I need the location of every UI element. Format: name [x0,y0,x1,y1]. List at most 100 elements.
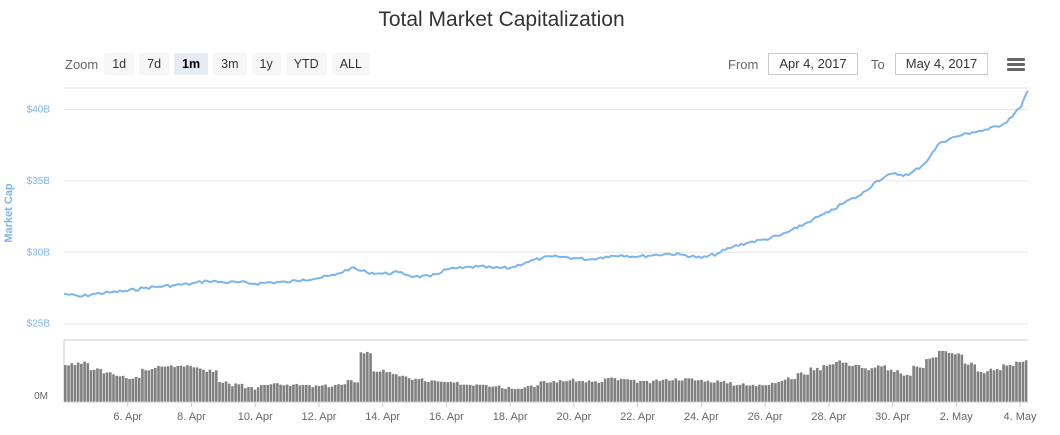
volume-bar [555,382,559,402]
volume-bar [128,378,131,402]
volume-bar [828,364,832,402]
zoom-button-1m[interactable]: 1m [174,53,209,75]
volume-bar [893,371,896,402]
volume-bar [243,388,247,402]
volume-bar [276,383,279,402]
volume-bar [751,384,755,402]
volume-bar [510,388,514,402]
volume-bar [597,382,601,402]
x-tick-label: 24. Apr [684,411,719,423]
zoom-button-1y[interactable]: 1y [251,53,281,75]
volume-bar [195,367,199,402]
volume-bar [758,384,761,402]
volume-bar [218,382,221,402]
y-tick-label: $35B [27,176,51,187]
zoom-button-1d[interactable]: 1d [104,53,135,75]
volume-bar [388,372,392,402]
zoom-button-7d[interactable]: 7d [139,53,170,75]
volume-bar [902,375,906,402]
volume-bar [719,381,723,402]
volume-bar [67,365,70,402]
volume-bar [198,368,202,402]
volume-bar [819,370,822,402]
volume-bar [192,367,196,402]
volume-bar [623,379,626,402]
chart-title: Total Market Capitalization [378,8,625,31]
volume-bar [793,379,797,402]
volume-bar [189,366,192,402]
volume-bar [806,374,809,402]
volume-bar [542,381,546,402]
zoom-button-ytd[interactable]: YTD [285,53,327,75]
volume-bar [446,382,449,402]
volume-bar [777,382,780,402]
volume-bar [857,364,861,402]
volume-bar [703,381,707,402]
volume-bar [1011,365,1015,402]
volume-bar [684,378,687,402]
volume-bar [899,373,903,402]
volume-bar [873,367,877,402]
volume-bar [125,378,128,402]
volume-bar [619,378,623,402]
volume-bar [864,368,867,402]
volume-bar [497,385,501,402]
volume-bar [970,362,973,402]
volume-bar [215,370,218,402]
volume-bar [443,381,446,402]
x-tick-label: 22. Apr [620,411,655,423]
market-cap-line [63,90,1029,298]
from-date-input[interactable]: Apr 4, 2017 [768,53,858,75]
volume-bar [494,386,498,402]
volume-bar [774,383,777,402]
volume-bar [677,380,681,402]
volume-bar [96,368,99,402]
volume-bar [372,371,376,402]
zoom-button-all[interactable]: ALL [331,53,370,75]
volume-bar [886,370,890,402]
volume-bar [976,371,980,402]
volume-bar [459,384,462,402]
volume-bar [568,380,572,402]
y-tick-label: $30B [27,247,51,258]
volume-bar [658,381,662,402]
range-to: To May 4, 2017 [871,53,989,75]
volume-bar [436,381,440,402]
volume-bar [632,379,636,402]
volume-bar [860,368,864,402]
volume-bar [115,375,119,402]
volume-bar [427,382,430,402]
volume-bar [671,380,674,402]
volume-bar [430,380,433,402]
from-label: From [728,56,759,72]
volume-bar [256,387,260,402]
volume-bar [722,380,726,402]
volume-bar [825,365,829,402]
volume-bar [401,375,405,402]
volume-bar [693,380,697,402]
y-tick-label: $40B [27,104,51,115]
volume-bar [706,380,710,402]
y-tick-label: $25B [27,319,51,330]
to-date-input[interactable]: May 4, 2017 [894,53,989,75]
x-tick-label: 12. Apr [302,411,337,423]
volume-bar [240,383,244,402]
volume-bar [369,353,372,402]
volume-bar [729,382,732,402]
volume-bar [298,385,302,402]
volume-bar [179,365,183,402]
volume-bar [330,386,334,402]
volume-bar [153,367,157,402]
volume-bar [1015,361,1018,402]
zoom-button-3m[interactable]: 3m [213,53,247,75]
volume-bar [941,351,944,402]
volume-bar [99,369,102,402]
volume-bar [578,380,581,402]
hamburger-menu-icon[interactable] [1007,58,1025,72]
volume-bar [841,362,845,402]
volume-bar [780,380,784,402]
volume-bar [645,380,649,402]
volume-bar [478,384,482,402]
volume-bar [269,384,273,402]
volume-bar [308,385,311,402]
